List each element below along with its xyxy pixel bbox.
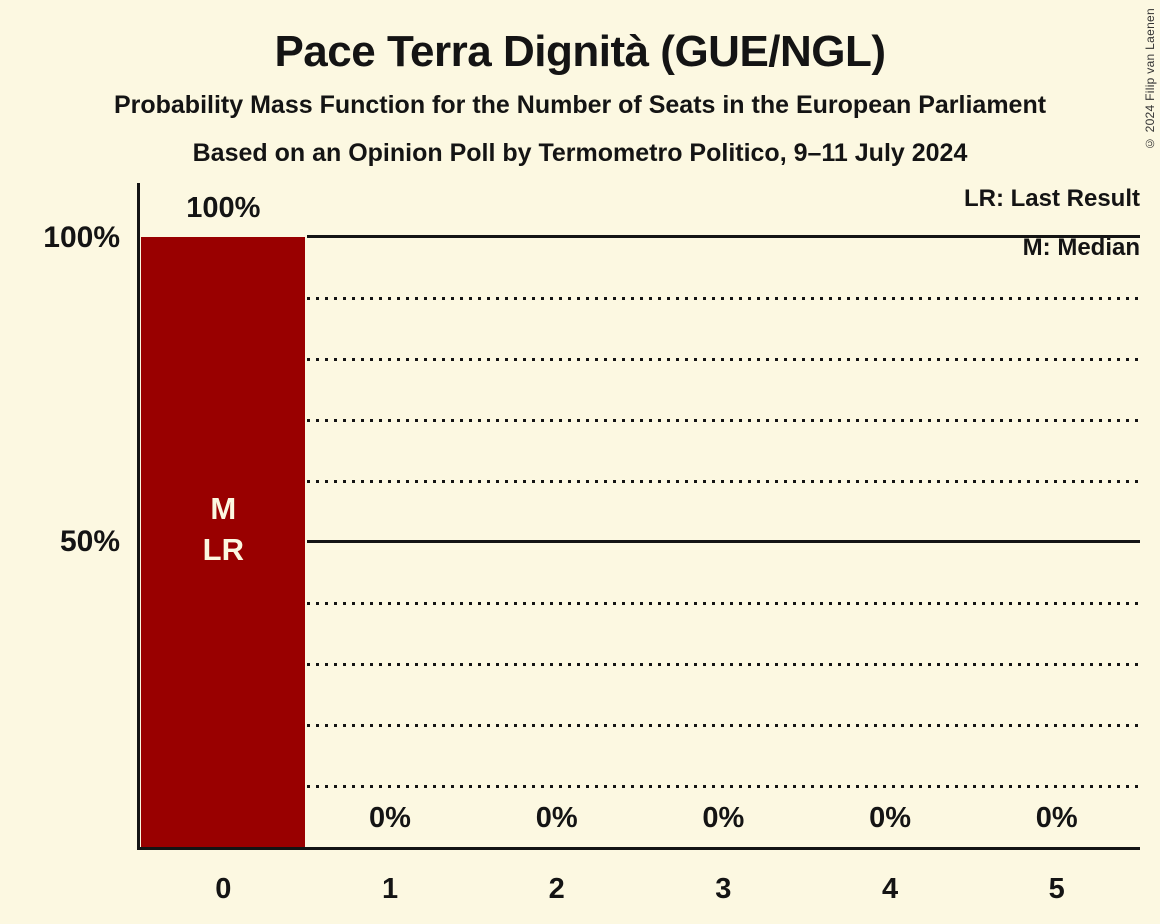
gridline-70pct (307, 419, 1140, 422)
gridline-60pct (307, 480, 1140, 483)
chart-subtitle: Probability Mass Function for the Number… (113, 91, 1047, 119)
legend-median: M: Median (1022, 234, 1140, 261)
x-tick-1: 1 (381, 873, 399, 905)
y-axis-tick-100: 100% (43, 221, 120, 254)
bar-annotation-median-lastresult: M LR (140, 488, 307, 570)
chart-poll-source: Based on an Opinion Poll by Termometro P… (192, 139, 968, 167)
gridline-10pct (307, 785, 1140, 788)
gridline-40pct (307, 602, 1140, 605)
column-seats-0: M LR 100% (140, 192, 307, 847)
column-seats-4: 0% (807, 237, 974, 847)
median-marker: M (210, 491, 237, 526)
column-seats-2: 0% (473, 237, 640, 847)
x-tick-2: 2 (548, 873, 565, 905)
last-result-marker: LR (202, 532, 244, 567)
legend-last-result: LR: Last Result (963, 185, 1140, 212)
column-seats-3: 0% (640, 237, 807, 847)
bar-columns: M LR 100% 0% 0% 0% 0% (140, 192, 1140, 847)
gridline-30pct (307, 663, 1140, 666)
value-label-seats-1: 0% (369, 802, 411, 834)
bar-seats-0 (141, 237, 305, 847)
chart-title: Pace Terra Dignità (GUE/NGL) (274, 27, 886, 76)
gridline-20pct (307, 724, 1140, 727)
value-label-seats-0: 100% (186, 192, 261, 224)
value-label-seats-4: 0% (869, 802, 911, 834)
copyright-notice: © 2024 Filip van Laenen (1143, 8, 1157, 151)
plot-area: M LR 100% 0% 0% 0% 0% (140, 192, 1140, 847)
x-tick-4: 4 (881, 873, 899, 905)
gridline-80pct (307, 358, 1140, 361)
value-label-seats-2: 0% (535, 802, 578, 834)
gridline-100pct (307, 235, 1140, 238)
x-tick-3: 3 (715, 873, 732, 905)
column-seats-1: 0% (307, 237, 474, 847)
gridline-90pct (307, 297, 1140, 300)
x-tick-0: 0 (215, 873, 232, 905)
x-axis-labels: 0 1 2 3 4 5 (140, 872, 1140, 906)
x-tick-5: 5 (1048, 873, 1065, 905)
axis-frame (137, 183, 1140, 850)
value-label-seats-3: 0% (702, 802, 745, 834)
value-label-seats-5: 0% (1035, 802, 1078, 834)
y-axis-tick-50: 50% (59, 525, 120, 558)
gridlines (307, 235, 1140, 847)
column-seats-5: 0% (973, 237, 1140, 847)
gridline-50pct (307, 540, 1140, 543)
